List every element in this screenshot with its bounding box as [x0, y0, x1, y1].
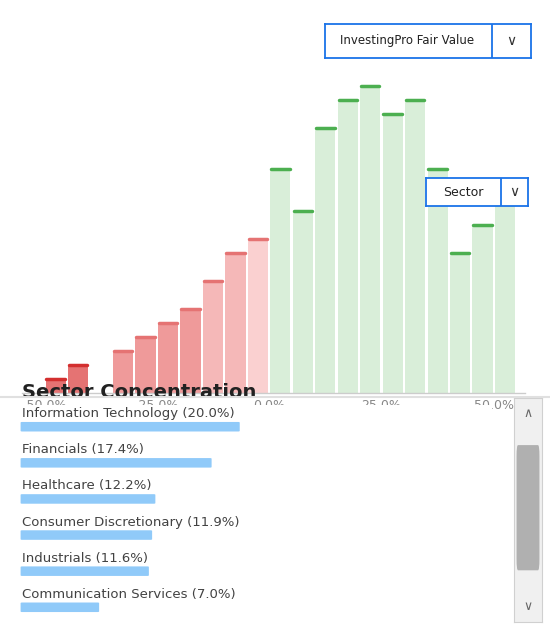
Text: Sector: Sector	[443, 186, 483, 198]
FancyBboxPatch shape	[20, 458, 212, 468]
FancyBboxPatch shape	[20, 494, 155, 504]
Text: ∨: ∨	[524, 600, 532, 613]
Bar	[450, 253, 470, 392]
Text: ∧: ∧	[524, 407, 532, 420]
Bar	[315, 127, 336, 392]
Bar	[113, 350, 133, 392]
Text: Industrials (11.6%): Industrials (11.6%)	[22, 551, 148, 565]
FancyBboxPatch shape	[516, 445, 540, 570]
Text: ∨: ∨	[506, 34, 516, 48]
Text: Healthcare (12.2%): Healthcare (12.2%)	[22, 479, 151, 492]
Text: ∨: ∨	[509, 185, 519, 199]
Bar	[226, 253, 245, 392]
Bar	[293, 211, 313, 392]
Bar	[495, 197, 515, 392]
Bar	[405, 100, 425, 392]
Bar	[158, 323, 178, 392]
Text: Consumer Discretionary (11.9%): Consumer Discretionary (11.9%)	[22, 516, 239, 529]
FancyBboxPatch shape	[20, 566, 149, 576]
Text: Communication Services (7.0%): Communication Services (7.0%)	[22, 588, 235, 601]
FancyBboxPatch shape	[20, 422, 240, 431]
Bar	[472, 225, 493, 392]
Bar	[68, 365, 89, 392]
Bar	[270, 170, 290, 392]
Text: Information Technology (20.0%): Information Technology (20.0%)	[22, 407, 235, 420]
Bar	[135, 337, 156, 392]
Bar	[338, 100, 358, 392]
Text: Financials (17.4%): Financials (17.4%)	[22, 443, 144, 457]
Bar	[427, 170, 448, 392]
Text: InvestingPro Fair Value: InvestingPro Fair Value	[340, 35, 474, 47]
Text: Sector Concentration: Sector Concentration	[22, 383, 256, 403]
Bar	[46, 379, 66, 392]
Bar	[180, 309, 201, 392]
Bar	[360, 86, 381, 392]
Bar	[383, 114, 403, 392]
FancyBboxPatch shape	[20, 530, 152, 540]
FancyBboxPatch shape	[20, 602, 99, 612]
Bar	[248, 239, 268, 392]
Bar	[203, 281, 223, 392]
